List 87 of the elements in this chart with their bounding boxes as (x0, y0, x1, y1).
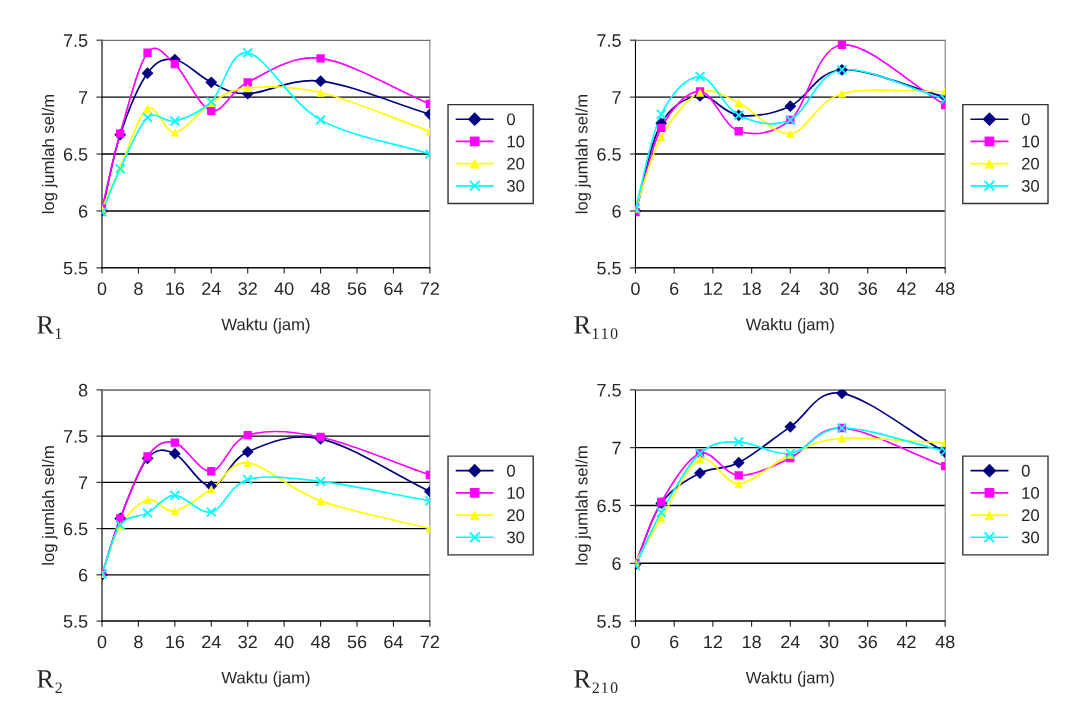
x-tick-label: 18 (742, 282, 761, 296)
legend-label: 20 (507, 509, 525, 522)
x-tick-label: 8 (134, 282, 143, 296)
legend-label: 0 (507, 113, 515, 126)
x-tick-label: 0 (631, 282, 640, 296)
x-tick-label: 40 (274, 282, 294, 296)
x-tick-label: 72 (420, 635, 440, 649)
x-tick-label: 32 (238, 282, 257, 296)
legend-label: 10 (507, 487, 525, 499)
x-axis-title: Waktu (jam) (221, 671, 310, 687)
y-tick-label: 6.5 (63, 522, 88, 536)
y-axis-title: log jumlah sel/m (575, 94, 591, 214)
x-tick-label: 48 (310, 635, 330, 649)
y-tick-label: 7.5 (63, 430, 88, 443)
text: R₁ (37, 316, 62, 339)
y-tick-label: 6.5 (63, 147, 88, 161)
legend-label: 20 (1021, 509, 1040, 522)
y-axis-title: log jumlah sel/m (41, 446, 58, 565)
legend-label: 30 (1021, 180, 1040, 192)
y-tick-label: 6 (612, 557, 621, 571)
x-tick-label: 64 (384, 635, 403, 649)
x-tick-label: 12 (704, 635, 723, 649)
legend-label: 0 (507, 464, 515, 477)
y-tick-label: 7.5 (597, 34, 621, 47)
x-tick-label: 6 (670, 635, 679, 649)
y-axis-title: log jumlah sel/m (575, 446, 591, 565)
y-tick-label: 6.5 (597, 499, 621, 513)
x-tick-label: 24 (202, 635, 221, 649)
x-tick-label: 24 (781, 635, 800, 649)
legend-label: 30 (1021, 531, 1040, 544)
x-tick-label: 72 (420, 282, 440, 295)
x-tick-label: 42 (896, 282, 916, 295)
x-axis-title: Waktu (jam) (745, 318, 834, 334)
x-tick-label: 0 (631, 635, 640, 649)
legend-label: 0 (1021, 113, 1030, 126)
text: R₂₁₀ (574, 670, 618, 694)
x-tick-label: 8 (134, 635, 143, 649)
x-tick-label: 12 (704, 282, 723, 295)
y-tick-label: 5.5 (597, 262, 621, 275)
legend-label: 10 (1022, 135, 1040, 148)
x-tick-label: 64 (384, 282, 403, 296)
x-tick-label: 36 (858, 282, 877, 296)
y-tick-label: 8 (78, 383, 88, 397)
x-tick-label: 16 (166, 635, 185, 649)
y-tick-label: 5.5 (63, 262, 88, 275)
y-tick-label: 6 (78, 568, 88, 582)
x-tick-label: 56 (347, 282, 367, 296)
y-tick-label: 7.5 (63, 34, 88, 47)
legend-label: 10 (507, 135, 525, 148)
y-tick-label: 5.5 (597, 615, 621, 628)
x-tick-label: 24 (781, 282, 800, 295)
y-tick-label: 5.5 (63, 615, 88, 628)
y-tick-label: 7 (612, 91, 621, 104)
x-tick-label: 42 (896, 635, 916, 649)
x-axis-title: Waktu (jam) (221, 318, 310, 334)
text: R₁₁₀ (574, 316, 618, 339)
y-tick-label: 7.5 (597, 383, 621, 397)
x-tick-label: 40 (274, 635, 294, 649)
legend-label: 20 (507, 157, 525, 170)
legend-label: 0 (1021, 464, 1030, 477)
x-tick-label: 56 (347, 635, 367, 649)
y-tick-label: 6 (612, 204, 621, 218)
y-axis-title: log jumlah sel/m (41, 94, 58, 214)
x-tick-label: 18 (742, 635, 761, 649)
x-tick-label: 0 (97, 282, 107, 296)
x-tick-label: 24 (202, 282, 221, 295)
x-tick-label: 48 (310, 282, 330, 296)
text: R₂ (37, 670, 62, 693)
x-tick-label: 30 (819, 282, 839, 296)
y-tick-label: 6.5 (597, 147, 621, 161)
legend-label: 10 (1022, 487, 1040, 499)
legend-label: 20 (1021, 157, 1040, 170)
x-tick-label: 0 (97, 635, 107, 649)
x-axis-title: Waktu (jam) (745, 671, 834, 687)
x-tick-label: 32 (238, 635, 257, 649)
legend-label: 30 (507, 180, 525, 192)
y-tick-label: 7 (78, 476, 88, 489)
y-tick-label: 6 (78, 204, 88, 218)
y-tick-label: 7 (78, 91, 88, 104)
x-tick-label: 30 (819, 635, 839, 649)
x-tick-label: 48 (935, 282, 955, 296)
x-tick-label: 6 (670, 282, 679, 296)
x-tick-label: 36 (858, 635, 877, 649)
x-tick-label: 48 (935, 635, 955, 649)
legend-label: 30 (507, 531, 525, 544)
y-tick-label: 7 (612, 441, 621, 455)
x-tick-label: 16 (166, 282, 185, 296)
